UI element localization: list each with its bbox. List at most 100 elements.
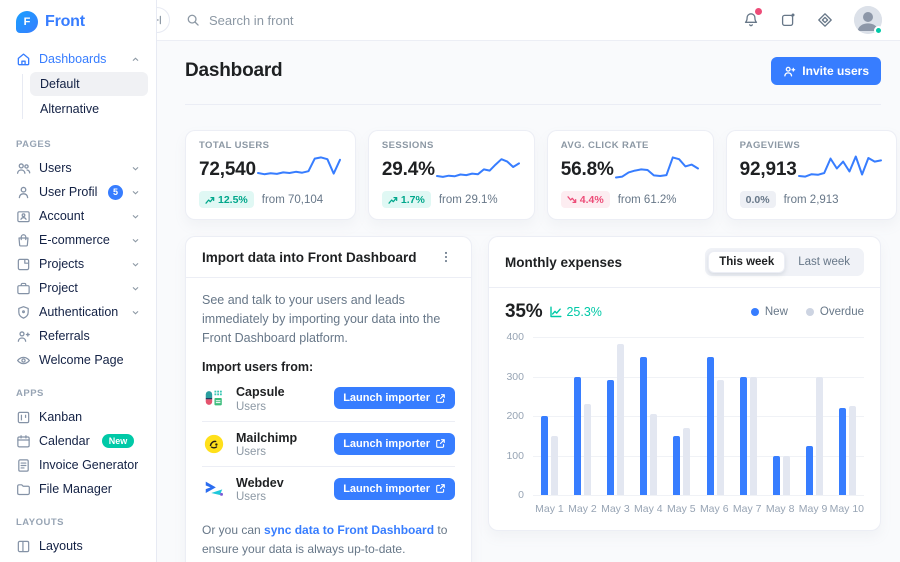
bar-group[interactable] [533,337,566,495]
bar-overdue[interactable] [650,414,658,495]
chevron-down-icon [132,238,139,243]
stat-value: 56.8% [560,159,614,180]
sidebar-item-kanban[interactable]: Kanban [8,405,148,429]
notifications-button[interactable] [743,8,762,28]
bar-group[interactable] [831,337,864,495]
bar-overdue[interactable] [749,376,757,495]
sidebar-item-file-manager[interactable]: File Manager [8,477,148,501]
bar-new[interactable] [640,356,648,495]
sidebar-item-users[interactable]: Users [8,156,148,180]
vendor-name: Webdev [236,475,284,490]
bar-overdue[interactable] [815,376,823,495]
brand-logo-icon: F [16,11,38,33]
chevron-down-icon [132,214,139,219]
toggle-last-week[interactable]: Last week [798,256,850,268]
calendar-new-badge: New [101,434,135,448]
bar-overdue[interactable] [617,344,625,495]
stat-card-sessions[interactable]: Sessions 29.4% 1.7% from 29.1% [367,130,535,220]
legend-item-overdue: Overdue [805,306,864,318]
toggle-this-week[interactable]: This week [708,251,786,273]
main-area: Dashboard Invite users Total users 72,54… [144,0,900,562]
expenses-card-title: Monthly expenses [505,254,623,270]
bar-new[interactable] [838,408,846,495]
bar-new[interactable] [805,445,813,495]
bar-new[interactable] [706,356,714,495]
bar-new[interactable] [739,376,747,495]
sidebar-item-label: E-commerce [39,233,110,247]
bar-new[interactable] [574,376,582,495]
user-profile-count-badge: 5 [108,184,123,200]
brand-logo[interactable]: F Front [0,0,156,43]
gridline [533,416,864,417]
sidebar-item-referrals[interactable]: Referrals [8,324,148,348]
change-badge: 0.0% [739,191,776,208]
sync-data-link[interactable]: sync data to Front Dashboard [264,523,435,537]
sidebar-item-layouts[interactable]: Layouts [8,534,148,558]
y-axis-tick: 100 [506,449,524,462]
stat-caption: Total users [199,140,270,151]
sidebar-item-dashboards[interactable]: Dashboards [8,47,148,71]
bar-group[interactable] [566,337,599,495]
sidebar-item-calendar[interactable]: Calendar New [8,429,148,453]
launch-importer-button-mailchimp[interactable]: Launch importer [334,432,455,455]
bar-overdue[interactable] [782,455,790,495]
bar-group[interactable] [632,337,665,495]
launch-importer-button-webdev[interactable]: Launch importer [334,477,455,500]
expenses-percent: 35% [505,301,543,322]
sidebar-item-invoice-generator[interactable]: Invoice Generator [8,453,148,477]
card-menu-button[interactable] [437,248,455,266]
bar-new[interactable] [541,416,549,495]
bar-overdue[interactable] [716,380,724,495]
user-avatar[interactable] [854,6,883,35]
sidebar-item-default[interactable]: Default [30,72,148,96]
launch-importer-button-capsule[interactable]: Launch importer [334,387,455,410]
bar-group[interactable] [732,337,765,495]
monthly-expenses-card: Monthly expenses This week Last week 35% [488,236,881,531]
sidebar-item-authentication[interactable]: Authentication [8,300,148,324]
stat-value: 29.4% [381,159,435,180]
bar-group[interactable] [665,337,698,495]
x-axis-label: May 3 [601,503,630,515]
bar-new[interactable] [772,455,780,495]
x-axis-label: May 4 [634,503,663,515]
preferences-button[interactable] [817,12,833,28]
bar-group[interactable] [599,337,632,495]
sidebar-item-user-profile[interactable]: User Profile 5 [8,180,148,204]
page-title: Dashboard [185,60,283,81]
invite-users-button[interactable]: Invite users [771,57,881,85]
sidebar-item-ecommerce[interactable]: E-commerce [8,228,148,252]
trend-up-icon [388,196,398,204]
bar-overdue[interactable] [584,404,592,495]
sidebar-item-label: User Profile [39,185,98,199]
vendor-row-capsule: Capsule Users Launch importer [202,376,455,422]
topbar [144,0,900,41]
bar-new[interactable] [673,435,681,495]
sidebar-item-project[interactable]: Project [8,276,148,300]
sidebar-item-label: File Manager [39,482,112,496]
sidebar-item-alternative[interactable]: Alternative [40,102,100,116]
stat-card-click-rate[interactable]: Avg. click rate 56.8% 4.4% from 61.2% [546,130,714,220]
bar-group[interactable] [765,337,798,495]
bar-overdue[interactable] [848,406,856,495]
bar-overdue[interactable] [551,435,559,495]
sidebar-item-projects[interactable]: Projects [8,252,148,276]
search-input[interactable] [209,12,489,28]
sidebar-item-account[interactable]: Account [8,204,148,228]
stat-card-pageviews[interactable]: Pageviews 92,913 0.0% from 2,913 [725,130,897,220]
legend-dot-overdue [805,308,814,316]
chevron-down-icon [132,262,139,267]
x-axis-label: May 9 [798,503,828,515]
global-search [186,12,743,28]
sidebar-item-label: Authentication [39,305,119,319]
folder-icon [16,482,31,497]
sidebar-item-welcome-page[interactable]: Welcome Page [8,348,148,372]
bar-overdue[interactable] [683,428,691,495]
apps-button[interactable] [780,12,796,28]
stat-from: from 61.2% [617,193,677,206]
stat-card-total-users[interactable]: Total users 72,540 12.5% from 70,104 [185,130,356,220]
bar-group[interactable] [798,337,831,495]
eye-icon [16,353,31,368]
bar-new[interactable] [607,380,615,495]
bar-group[interactable] [698,337,731,495]
launch-importer-label: Launch importer [343,392,430,405]
